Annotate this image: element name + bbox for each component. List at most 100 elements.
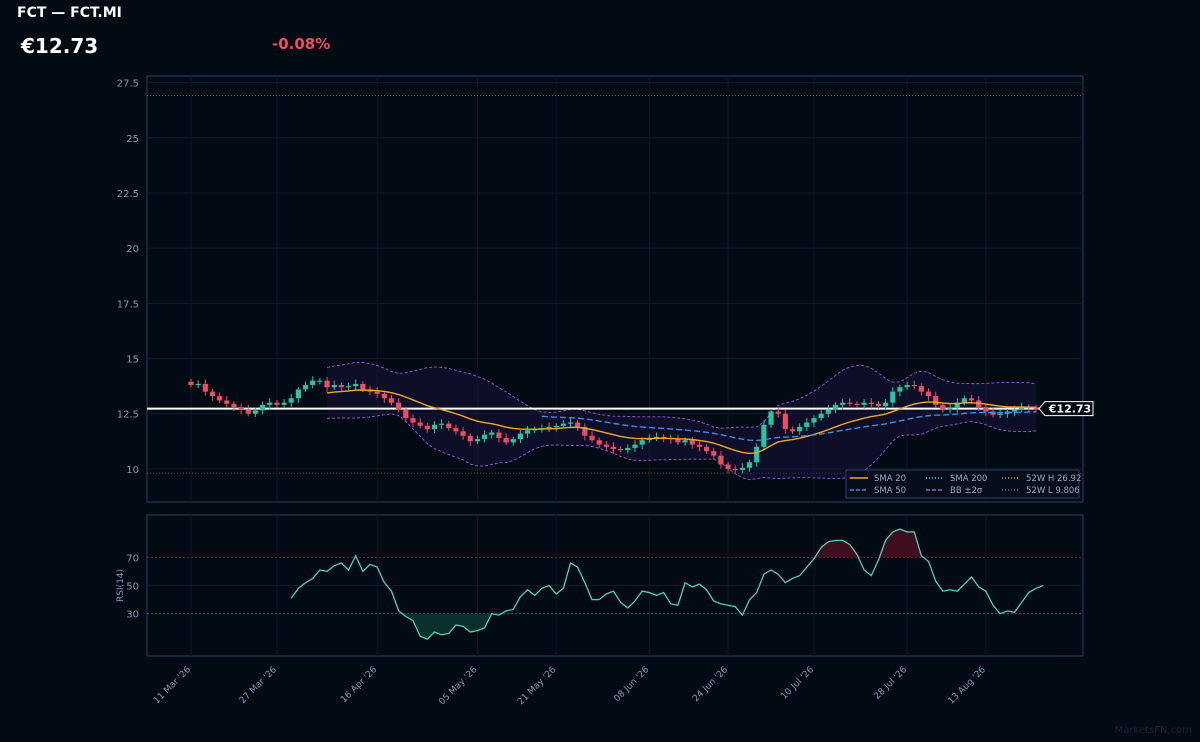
candle-body [453, 428, 459, 432]
y-tick-label: 25 [126, 134, 139, 145]
x-tick-label: 24 Jun '26 [691, 665, 730, 704]
candle-body [739, 467, 745, 470]
candle-body [331, 385, 337, 388]
candle-body [632, 444, 638, 448]
y-tick-label: 20 [126, 244, 139, 255]
candle-body [811, 418, 817, 423]
candle-body [338, 385, 344, 388]
candle-body [625, 447, 631, 451]
candle-body [302, 385, 309, 390]
candle-body [904, 385, 910, 388]
candle-body [424, 425, 430, 430]
candle-body [460, 431, 466, 436]
candle-body [439, 423, 445, 425]
y-tick-label: 10 [126, 465, 139, 476]
candle-body [911, 385, 917, 387]
candle-body [840, 402, 846, 405]
legend-label: 52W L 9.806 [1026, 486, 1080, 496]
candle-body [661, 436, 667, 439]
y-tick-label: 15 [126, 355, 139, 366]
x-tick-label: 27 Mar '26 [238, 665, 279, 706]
candle-body [947, 408, 953, 410]
candle-body [618, 449, 624, 451]
price-panel-frame [146, 75, 1084, 503]
candle-body [725, 464, 731, 469]
candle-body [797, 426, 803, 432]
candle-body [524, 430, 531, 434]
candle-body [933, 396, 939, 405]
y-tick-label: 27.5 [117, 79, 139, 90]
current-price-tag-label: €12.73 [1048, 403, 1091, 416]
candle-body [360, 383, 366, 390]
candle-body [589, 435, 595, 441]
candle-body [883, 402, 889, 406]
candle-body [997, 413, 1003, 415]
candle-body [961, 398, 967, 403]
current-price: €12.73 [21, 34, 99, 58]
candle-body [940, 404, 946, 410]
candle-body [868, 402, 874, 404]
candle-body [417, 422, 423, 426]
candle-body [345, 386, 352, 388]
candle-body [267, 402, 273, 405]
candle-body [474, 439, 481, 442]
candle-body [1019, 407, 1025, 410]
rsi-overbought-fill [291, 529, 1044, 558]
candle-body [582, 426, 588, 436]
candle-body [517, 433, 524, 440]
candle-body [754, 446, 760, 463]
x-tick-label: 08 Jun '26 [612, 665, 651, 704]
candle-body [575, 422, 581, 427]
candle-body [703, 446, 710, 452]
candle-body [804, 422, 810, 427]
x-tick-label: 28 Jul '26 [872, 665, 909, 702]
legend-box [845, 469, 1080, 499]
rsi-line [290, 528, 1044, 640]
sma20-line [326, 389, 1037, 455]
candle-body [324, 380, 330, 388]
rsi-axis-label: RSI(14) [116, 569, 126, 602]
candle-body [353, 383, 359, 387]
candle-body [195, 383, 201, 386]
legend-label: SMA 20 [874, 474, 906, 484]
candle-body [847, 402, 853, 404]
candle-body [188, 381, 194, 386]
candle-body [202, 383, 208, 392]
candle-body [260, 404, 266, 411]
candle-body [610, 446, 617, 450]
candle-body [782, 413, 788, 430]
candle-body [983, 407, 989, 412]
legend-label: BB ±2σ [950, 486, 983, 496]
candle-body [918, 386, 925, 392]
legend-label: SMA 50 [874, 486, 906, 496]
y-tick-label: 22.5 [117, 189, 139, 200]
candle-body [925, 391, 932, 397]
candle-body [410, 418, 416, 423]
candle-body [489, 432, 495, 435]
candle-body [482, 434, 488, 440]
candle-body [310, 380, 316, 386]
rsi-tick-label: 30 [126, 610, 139, 621]
candle-body [467, 435, 473, 442]
x-tick-label: 05 May '26 [437, 665, 479, 707]
candle-body [746, 462, 753, 468]
sma50-line [541, 411, 1037, 442]
candle-body [560, 423, 566, 426]
candle-body [396, 402, 402, 410]
candle-body [818, 413, 824, 419]
x-tick-label: 16 Apr '26 [339, 665, 379, 705]
price-change: -0.08% [272, 35, 331, 53]
candle-body [503, 437, 509, 443]
x-tick-label: 11 Mar '26 [152, 665, 193, 706]
candle-body [252, 410, 259, 414]
candle-body [732, 468, 738, 471]
candle-body [381, 393, 387, 399]
candle-body [553, 425, 559, 428]
candle-body [954, 402, 960, 409]
price-panel: 10 12.5 15 17.5 20 22.5 25 27.5 €12.73 SMA 20 SMA … [117, 75, 1094, 503]
candle-body [288, 398, 294, 403]
candle-body [897, 387, 903, 392]
candle-body [1011, 409, 1018, 412]
bollinger-upper [326, 361, 1037, 429]
